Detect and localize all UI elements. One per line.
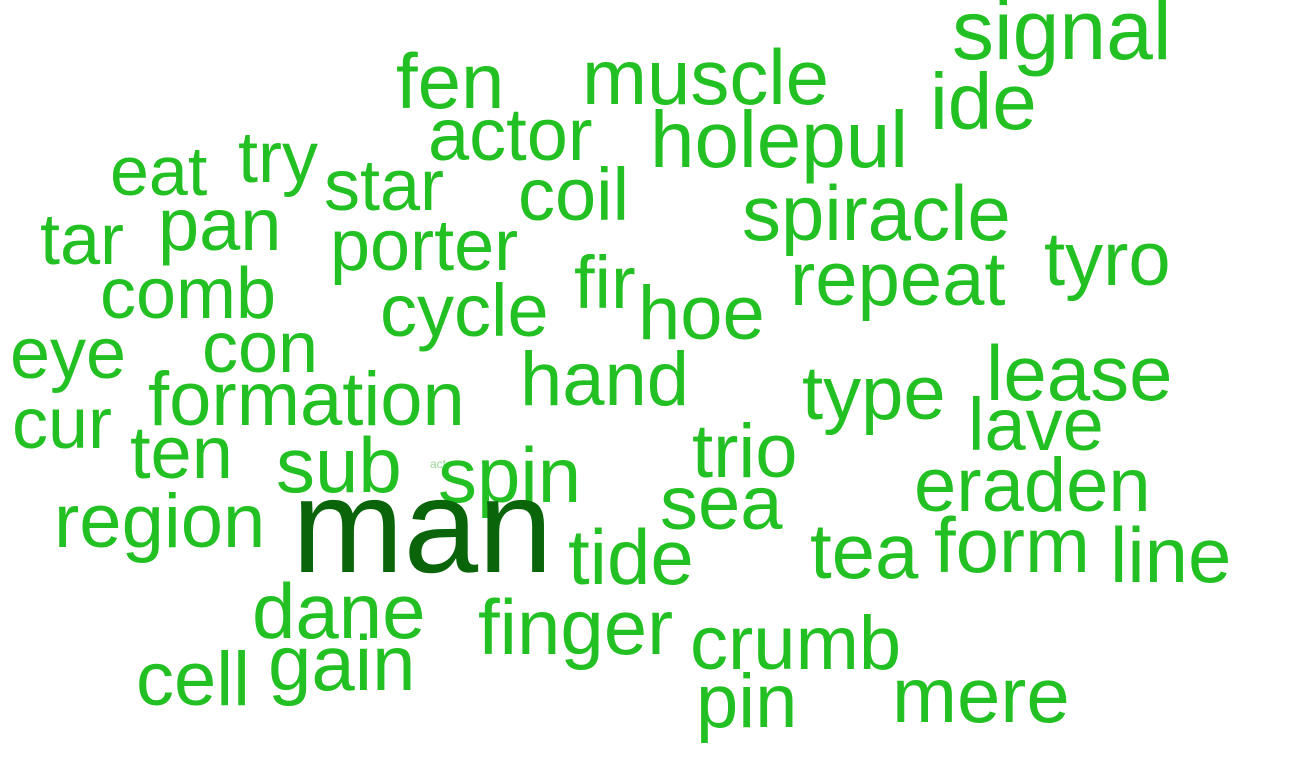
- word-region: region: [54, 479, 266, 564]
- word-hand: hand: [520, 337, 690, 422]
- word-tar: tar: [40, 200, 125, 280]
- word-con: con: [202, 308, 319, 388]
- word-actor: actor: [428, 93, 593, 176]
- word-tyro: tyro: [1044, 217, 1171, 302]
- word-porter: porter: [330, 206, 519, 286]
- word-ten: ten: [130, 411, 233, 494]
- word-crumb: crumb: [690, 601, 902, 686]
- word-form: form: [934, 501, 1090, 589]
- word-man: man: [292, 452, 553, 601]
- word-gain: gain: [268, 619, 416, 707]
- word-coil: coil: [518, 153, 630, 236]
- word-type: type: [802, 351, 946, 436]
- word-cur: cur: [12, 384, 113, 464]
- word-try: try: [238, 118, 318, 198]
- word-line: line: [1110, 511, 1232, 599]
- word-act: act: [430, 457, 447, 471]
- word-signal: signal: [952, 0, 1172, 77]
- word-fir: fir: [574, 241, 636, 324]
- word-formation: formation: [148, 357, 465, 442]
- word-tea: tea: [810, 507, 919, 595]
- word-spin: spin: [438, 431, 582, 519]
- word-sea: sea: [660, 461, 783, 546]
- word-holepul: holepul: [650, 95, 909, 184]
- word-hoe: hoe: [638, 271, 765, 356]
- word-comb: comb: [100, 254, 277, 334]
- word-eye: eye: [10, 314, 127, 394]
- word-eraden: eraden: [914, 443, 1151, 528]
- word-spiracle: spiracle: [742, 169, 1011, 257]
- word-pan: pan: [158, 183, 282, 266]
- word-finger: finger: [478, 583, 674, 671]
- word-fen: fen: [396, 37, 505, 125]
- word-dane: dane: [252, 567, 426, 655]
- word-cycle: cycle: [380, 269, 549, 352]
- word-repeat: repeat: [790, 237, 1006, 322]
- word-lease: lease: [986, 329, 1173, 417]
- word-muscle: muscle: [582, 33, 830, 121]
- word-trio: trio: [692, 409, 798, 494]
- word-sub: sub: [276, 421, 402, 509]
- word-tide: tide: [568, 513, 694, 601]
- word-eat: eat: [110, 132, 208, 210]
- word-ide: ide: [930, 57, 1037, 146]
- word-star: star: [324, 146, 445, 226]
- word-lave: lave: [968, 383, 1104, 466]
- word-mere: mere: [892, 651, 1070, 739]
- word-cell: cell: [136, 637, 251, 722]
- word-pin: pin: [696, 659, 798, 744]
